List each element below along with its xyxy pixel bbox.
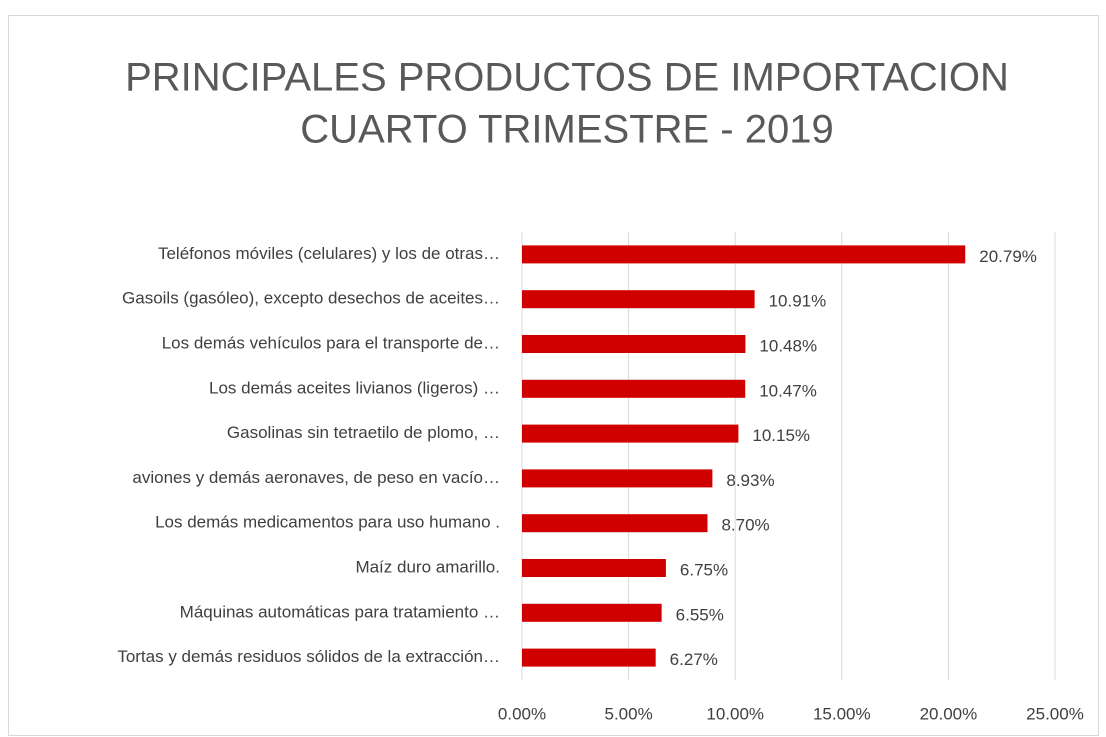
y-tick-label: Gasolinas sin tetraetilo de plomo, …: [227, 423, 500, 442]
y-tick-label: Gasoils (gasóleo), excepto desechos de a…: [122, 289, 500, 308]
value-label: 8.70%: [721, 516, 769, 535]
bar: [522, 245, 966, 264]
x-tick-label: 5.00%: [604, 704, 652, 723]
y-tick-label: Los demás vehículos para el transporte d…: [162, 333, 500, 352]
y-tick-label: Tortas y demás residuos sólidos de la ex…: [117, 647, 500, 666]
chart-title: PRINCIPALES PRODUCTOS DE IMPORTACION: [125, 56, 1009, 100]
value-label: 6.27%: [670, 650, 718, 669]
y-tick-label: Máquinas automáticas para tratamiento …: [180, 602, 500, 621]
x-tick-label: 10.00%: [706, 704, 764, 723]
y-tick-label: aviones y demás aeronaves, de peso en va…: [132, 468, 500, 487]
value-label: 6.55%: [676, 605, 724, 624]
y-tick-label: Los demás aceites livianos (ligeros) …: [209, 378, 500, 397]
bar: [522, 424, 739, 443]
x-tick-label: 15.00%: [813, 704, 871, 723]
x-tick-label: 20.00%: [920, 704, 978, 723]
y-tick-label: Maíz duro amarillo.: [355, 557, 500, 576]
bar: [522, 559, 666, 577]
bar: [522, 379, 746, 398]
value-label: 10.15%: [752, 426, 810, 445]
bar: [522, 290, 755, 309]
value-label: 10.48%: [759, 336, 817, 355]
bar: [522, 648, 656, 667]
value-label: 10.91%: [769, 292, 827, 311]
value-label: 6.75%: [680, 560, 728, 579]
value-label: 20.79%: [979, 247, 1037, 266]
value-label: 10.47%: [759, 381, 817, 400]
bar: [522, 603, 662, 622]
y-tick-label: Teléfonos móviles (celulares) y los de o…: [158, 244, 500, 263]
bar: [522, 335, 746, 353]
value-label: 8.93%: [726, 471, 774, 490]
chart-title: CUARTO TRIMESTRE - 2019: [300, 108, 833, 152]
x-tick-label: 0.00%: [498, 704, 546, 723]
bar: [522, 469, 713, 488]
x-tick-label: 25.00%: [1026, 704, 1084, 723]
bar: [522, 514, 708, 533]
y-tick-label: Los demás medicamentos para uso humano .: [155, 513, 500, 532]
